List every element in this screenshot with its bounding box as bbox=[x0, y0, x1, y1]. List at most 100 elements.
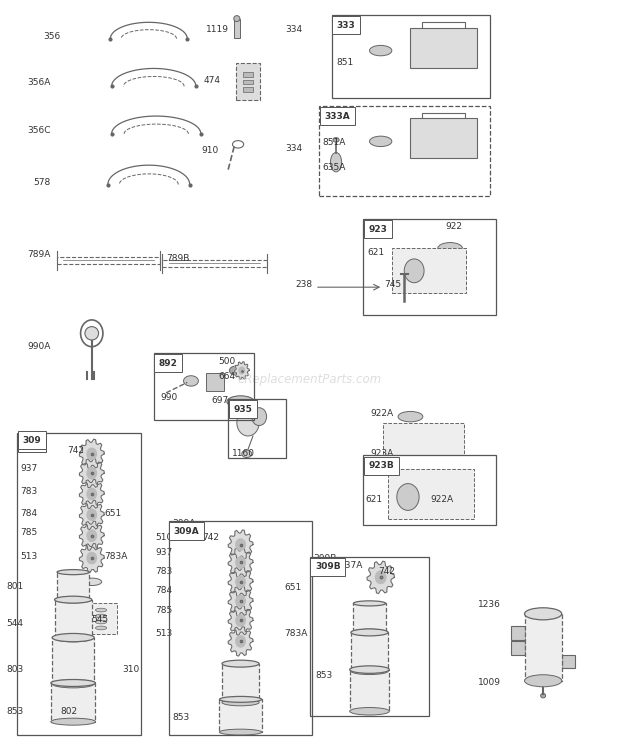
Text: 309A: 309A bbox=[174, 527, 200, 536]
Text: 742: 742 bbox=[202, 533, 219, 542]
Bar bbox=[410, 118, 477, 158]
Ellipse shape bbox=[227, 396, 254, 408]
Polygon shape bbox=[228, 530, 253, 559]
Circle shape bbox=[87, 448, 97, 460]
Text: 621: 621 bbox=[366, 496, 383, 504]
Text: 697: 697 bbox=[211, 396, 228, 405]
Text: 783: 783 bbox=[155, 567, 172, 576]
Text: 500: 500 bbox=[218, 357, 236, 366]
Text: 851A: 851A bbox=[322, 138, 346, 147]
Text: 784: 784 bbox=[155, 586, 172, 595]
Bar bbox=[351, 632, 388, 671]
Circle shape bbox=[236, 539, 246, 551]
Bar bbox=[234, 19, 240, 38]
Text: 990A: 990A bbox=[27, 342, 51, 351]
Text: 784: 784 bbox=[20, 509, 37, 518]
Text: 651: 651 bbox=[284, 583, 301, 592]
Text: 923: 923 bbox=[368, 225, 387, 234]
Polygon shape bbox=[228, 586, 253, 616]
Bar bbox=[525, 614, 562, 681]
Ellipse shape bbox=[398, 411, 423, 422]
Polygon shape bbox=[367, 561, 394, 594]
Text: 785: 785 bbox=[20, 528, 37, 537]
Bar bbox=[243, 72, 253, 77]
Circle shape bbox=[252, 408, 267, 426]
Ellipse shape bbox=[370, 136, 392, 147]
Bar bbox=[228, 399, 286, 458]
Ellipse shape bbox=[85, 327, 99, 340]
Text: 853: 853 bbox=[315, 671, 332, 680]
Ellipse shape bbox=[95, 609, 107, 612]
Circle shape bbox=[87, 488, 97, 500]
Bar bbox=[57, 572, 89, 600]
Polygon shape bbox=[228, 606, 253, 635]
Circle shape bbox=[236, 595, 246, 607]
Ellipse shape bbox=[184, 376, 198, 386]
Circle shape bbox=[236, 557, 246, 568]
Text: 742: 742 bbox=[67, 446, 84, 455]
Text: 937A: 937A bbox=[340, 561, 363, 570]
Text: 651: 651 bbox=[104, 509, 122, 518]
Circle shape bbox=[376, 571, 386, 583]
Ellipse shape bbox=[219, 696, 262, 702]
Text: 802: 802 bbox=[61, 707, 78, 716]
Bar bbox=[243, 80, 253, 84]
Ellipse shape bbox=[222, 660, 259, 667]
Ellipse shape bbox=[353, 629, 386, 634]
Polygon shape bbox=[79, 458, 104, 488]
Text: 922A: 922A bbox=[371, 409, 394, 418]
Bar bbox=[319, 106, 490, 196]
Text: 851: 851 bbox=[336, 58, 353, 67]
Bar bbox=[363, 455, 496, 525]
Ellipse shape bbox=[51, 718, 95, 725]
Bar bbox=[51, 683, 95, 722]
Circle shape bbox=[404, 259, 424, 283]
Bar bbox=[55, 600, 92, 638]
Circle shape bbox=[236, 615, 246, 626]
Bar bbox=[52, 638, 94, 684]
Text: 923A: 923A bbox=[371, 449, 394, 458]
Ellipse shape bbox=[541, 693, 546, 698]
Text: 785: 785 bbox=[155, 606, 172, 615]
Bar bbox=[219, 699, 262, 732]
Ellipse shape bbox=[350, 708, 389, 715]
Ellipse shape bbox=[57, 598, 89, 603]
Text: 310: 310 bbox=[123, 665, 140, 674]
Text: 664: 664 bbox=[218, 372, 236, 381]
Text: 333A: 333A bbox=[324, 112, 350, 121]
Bar bbox=[392, 248, 466, 293]
Text: 1236: 1236 bbox=[478, 600, 501, 609]
Text: 789A: 789A bbox=[27, 250, 51, 259]
Bar bbox=[206, 373, 224, 391]
Ellipse shape bbox=[351, 667, 388, 675]
Ellipse shape bbox=[234, 16, 240, 22]
Ellipse shape bbox=[351, 629, 388, 636]
Circle shape bbox=[239, 367, 245, 374]
Text: 803: 803 bbox=[6, 665, 24, 674]
Polygon shape bbox=[234, 362, 249, 379]
Polygon shape bbox=[79, 479, 104, 509]
Text: 334: 334 bbox=[285, 144, 303, 153]
Ellipse shape bbox=[219, 729, 262, 735]
Text: 1160: 1160 bbox=[232, 449, 255, 458]
Ellipse shape bbox=[95, 615, 107, 618]
Text: 621: 621 bbox=[367, 248, 384, 257]
Text: 635A: 635A bbox=[322, 163, 346, 172]
Bar bbox=[222, 664, 259, 702]
Text: 544: 544 bbox=[7, 619, 24, 628]
Text: 510: 510 bbox=[155, 533, 172, 542]
Text: 356C: 356C bbox=[27, 126, 51, 135]
Bar bbox=[388, 469, 474, 519]
Text: 783: 783 bbox=[20, 487, 37, 496]
Ellipse shape bbox=[51, 679, 95, 687]
Text: 309A: 309A bbox=[172, 519, 196, 528]
Text: 578: 578 bbox=[33, 178, 51, 187]
Text: 334: 334 bbox=[285, 25, 303, 34]
Circle shape bbox=[397, 484, 419, 510]
Text: 513: 513 bbox=[20, 552, 37, 561]
Bar bbox=[154, 353, 254, 420]
Text: 1009: 1009 bbox=[478, 679, 501, 687]
Circle shape bbox=[87, 467, 97, 479]
Text: 783A: 783A bbox=[284, 629, 308, 638]
Bar bbox=[236, 63, 260, 100]
